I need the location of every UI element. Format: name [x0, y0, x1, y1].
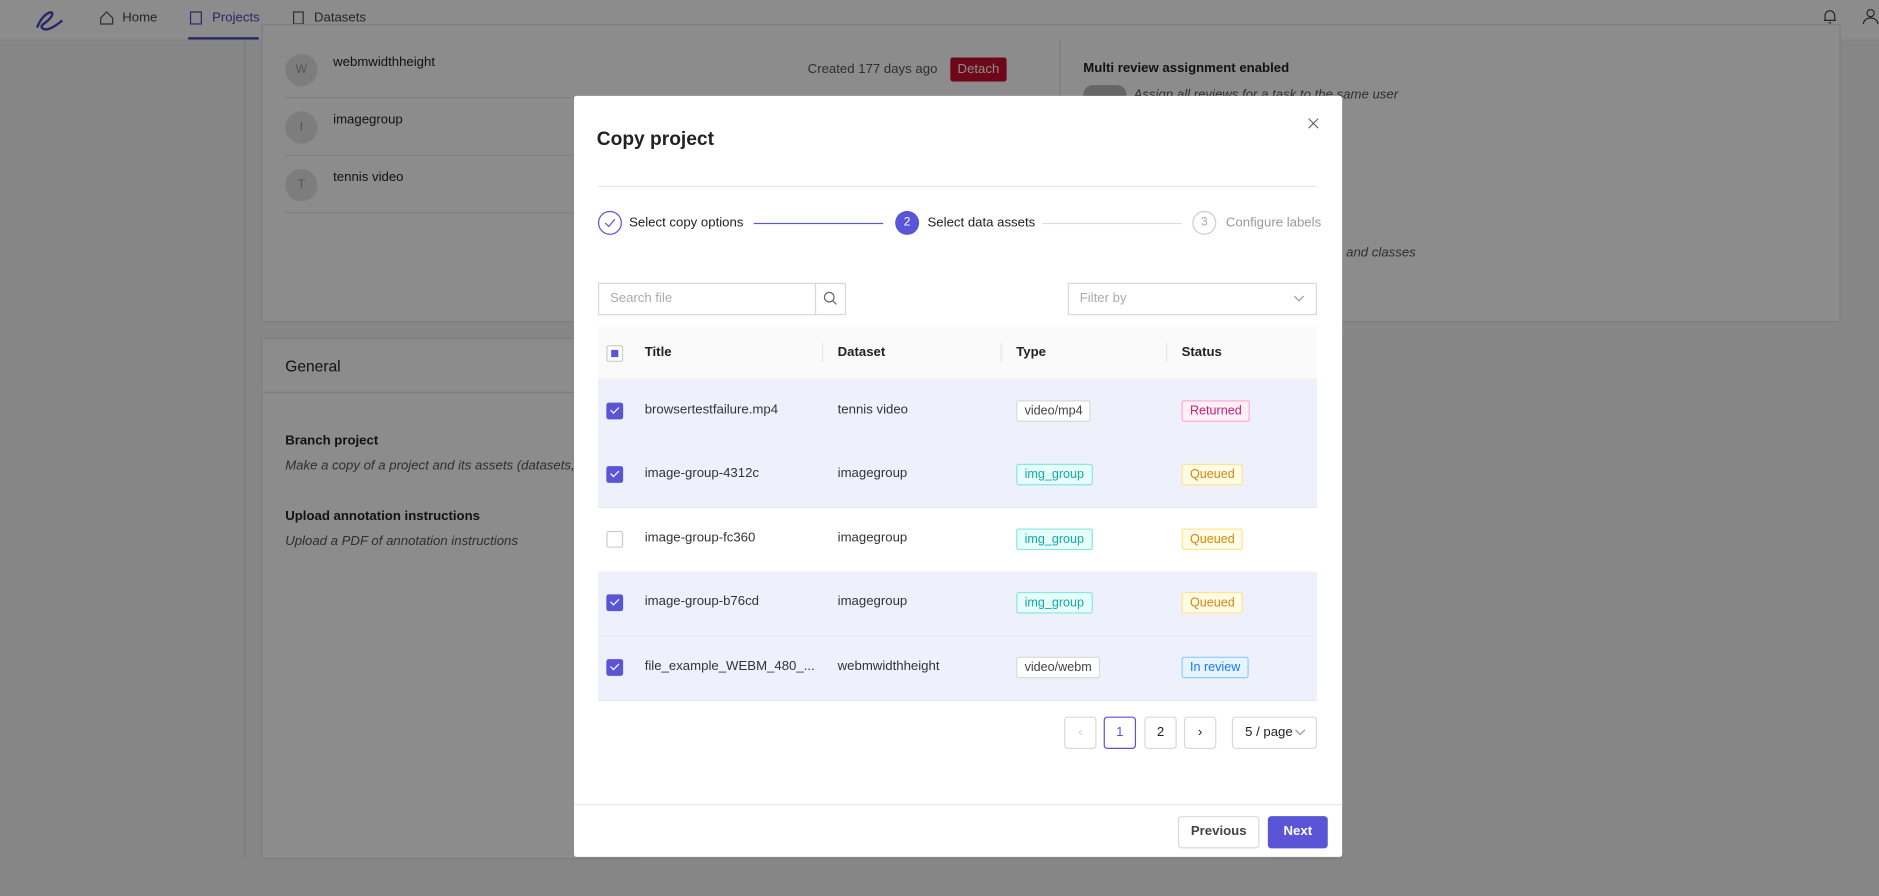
column-header: Title	[644, 345, 672, 360]
cell-title: image-group-4312c	[644, 466, 760, 482]
search-input[interactable]: Search file	[597, 282, 817, 316]
step-number: 3	[1192, 210, 1217, 235]
logo[interactable]	[34, 6, 65, 32]
cell-title: file_example_WEBM_480_...	[644, 658, 815, 673]
member-name: webmwidthheight	[333, 55, 435, 70]
row-checkbox[interactable]	[606, 658, 624, 676]
status-tag: Returned	[1181, 400, 1251, 422]
search-icon	[823, 291, 837, 305]
member-name: imagegroup	[333, 112, 403, 128]
column-sep	[1000, 342, 1002, 362]
type-tag: video/mp4	[1016, 400, 1092, 422]
table-header	[597, 327, 1317, 380]
step-line	[1042, 222, 1182, 225]
select-all[interactable]	[606, 345, 624, 362]
type-tag: video/webm	[1016, 656, 1101, 678]
type-tag: img_group	[1016, 528, 1093, 550]
prev-page[interactable]: ‹	[1064, 716, 1097, 749]
row-checkbox[interactable]	[606, 402, 624, 420]
item-title: Branch project	[285, 433, 379, 449]
row-checkbox[interactable]	[606, 466, 624, 484]
filter-select[interactable]: Filter by	[1067, 282, 1317, 316]
item-desc: Upload a PDF of annotation instructions	[285, 534, 518, 549]
cell-dataset: imagegroup	[837, 466, 908, 482]
status-tag: In review	[1181, 656, 1249, 678]
step-line	[753, 222, 884, 225]
column-sep	[822, 342, 824, 362]
nav-item[interactable]: Home	[122, 10, 158, 26]
home-icon	[100, 11, 114, 25]
page-button[interactable]: 1	[1103, 716, 1137, 749]
chevron	[1293, 295, 1305, 302]
partial-text: ors and classes	[1324, 245, 1416, 261]
divider	[597, 185, 1317, 187]
avatar: W	[285, 53, 318, 87]
detach-button[interactable]: Detach	[950, 57, 1007, 82]
cell-dataset: imagegroup	[837, 594, 908, 609]
cell-title: image-group-fc360	[644, 530, 756, 546]
next-page[interactable]: ›	[1183, 716, 1217, 749]
status-tag: Queued	[1181, 464, 1244, 486]
chevron	[1294, 729, 1306, 736]
page-button[interactable]: 2	[1144, 716, 1177, 749]
nav-item[interactable]: Projects	[212, 10, 260, 26]
section-title: General	[285, 357, 341, 376]
column-sep	[1165, 342, 1168, 362]
cell-dataset: imagegroup	[837, 530, 908, 546]
projects-icon	[189, 11, 202, 25]
cell-dataset: tennis video	[837, 402, 909, 418]
created-text: Created 177 days ago	[807, 62, 938, 77]
avatar: T	[285, 168, 318, 202]
user-icon[interactable]	[1862, 8, 1879, 25]
column-header: Type	[1016, 345, 1046, 360]
item-title: Upload annotation instructions	[285, 509, 481, 524]
nav-underline	[188, 37, 259, 40]
cell-dataset: webmwidthheight	[837, 658, 940, 673]
step-label: Select copy options	[629, 215, 744, 231]
cell-title: image-group-b76cd	[644, 594, 760, 609]
avatar: I	[285, 111, 318, 144]
next-button[interactable]: Next	[1267, 816, 1328, 849]
step-label: Configure labels	[1225, 215, 1322, 231]
bell-icon[interactable]	[1823, 8, 1837, 25]
column-header: Dataset	[837, 345, 886, 360]
member-name: tennis video	[333, 170, 404, 185]
row-checkbox[interactable]	[606, 530, 624, 548]
nav-item[interactable]: Datasets	[313, 10, 366, 26]
sidebar-border	[244, 39, 246, 857]
setting-title: Multi review assignment enabled	[1083, 61, 1290, 76]
modal-title: Copy project	[596, 129, 714, 150]
status-tag: Queued	[1181, 528, 1244, 550]
row-checkbox[interactable]	[606, 594, 624, 612]
divider	[574, 804, 1343, 806]
column-header: Status	[1181, 345, 1222, 360]
step-number: 2	[895, 210, 920, 235]
item-desc: Make a copy of a project and its assets …	[285, 458, 586, 474]
type-tag: img_group	[1016, 592, 1093, 614]
step-done	[597, 210, 622, 235]
step-label: Select data assets	[927, 215, 1036, 231]
cell-title: browsertestfailure.mp4	[644, 402, 779, 418]
close-icon[interactable]	[1307, 117, 1319, 129]
type-tag: img_group	[1016, 464, 1093, 486]
search-button[interactable]	[814, 282, 847, 316]
previous-button[interactable]: Previous	[1177, 816, 1260, 849]
status-tag: Queued	[1181, 592, 1244, 614]
